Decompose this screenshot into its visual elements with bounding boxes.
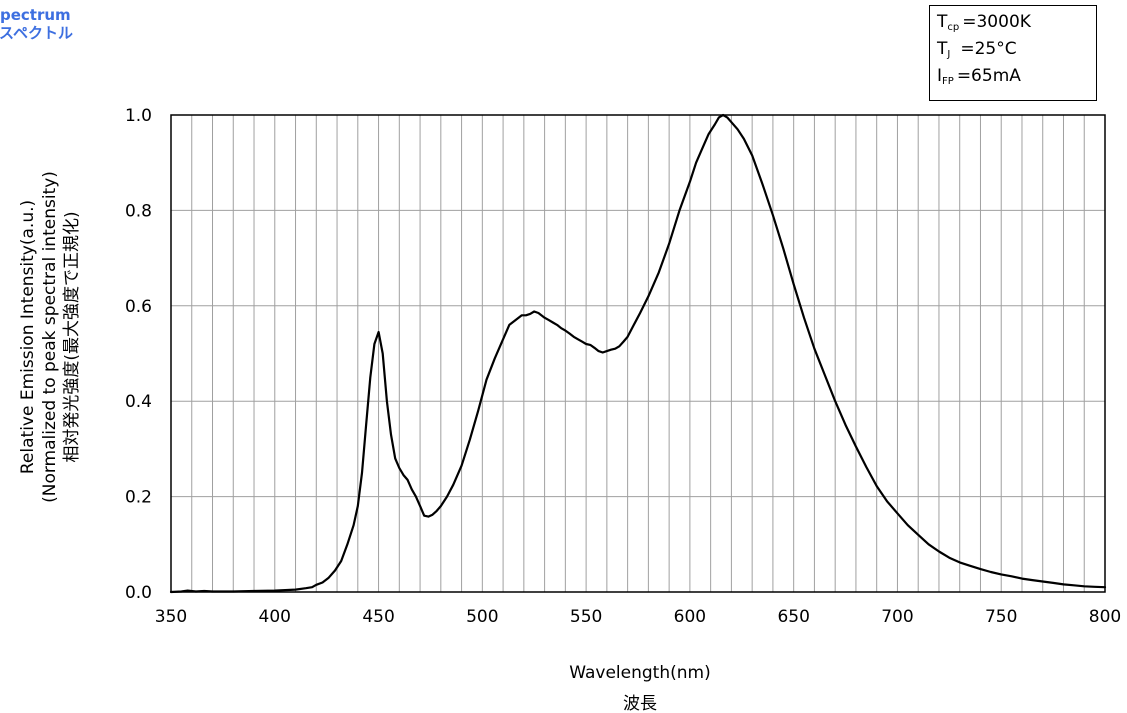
heading-line-1: pectrum <box>0 6 71 24</box>
test-conditions-box: Tcp =3000K TJ =25°C IFP =65mA <box>929 5 1097 101</box>
condition-fp: IFP =65mA <box>937 66 1021 87</box>
condition-value: =25°C <box>960 39 1017 59</box>
plot-frame <box>170 114 1106 593</box>
x-tick-label: 450 <box>362 607 394 627</box>
x-tick-label: 600 <box>674 607 706 627</box>
y-tick-label: 0.8 <box>125 201 152 221</box>
condition-subscript: cp <box>947 22 960 33</box>
x-tick-label: 400 <box>259 607 291 627</box>
y-tick-label: 0.4 <box>125 392 152 412</box>
condition-symbol: I <box>937 66 943 86</box>
condition-subscript: FP <box>942 76 954 87</box>
condition-j: TJ =25°C <box>937 39 1017 60</box>
condition-value: =3000K <box>962 12 1031 32</box>
x-tick-label: 700 <box>881 607 913 627</box>
x-tick-label: 750 <box>985 607 1017 627</box>
condition-symbol: T <box>937 39 948 59</box>
y-tick-label: 0.6 <box>125 297 152 317</box>
y-tick-label: 0.0 <box>125 583 152 603</box>
x-tick-label: 350 <box>155 607 187 627</box>
condition-symbol: T <box>937 12 948 32</box>
x-axis-title: Wavelength(nm) <box>569 663 710 683</box>
x-tick-label: 650 <box>777 607 809 627</box>
heading-line-2: 光スペクトル <box>0 24 73 42</box>
x-tick-label: 500 <box>466 607 498 627</box>
y-tick-label: 0.2 <box>125 488 152 508</box>
series-layer <box>169 113 1107 594</box>
condition-value: =65mA <box>956 66 1021 86</box>
grid-layer <box>171 115 1105 592</box>
y-axis-title-line-1: Relative Emission Intensity(a.u.) <box>18 200 38 474</box>
y-axis-title-line-3: 相対発光強度(最大強度で正規化) <box>62 211 82 462</box>
condition-subscript: J <box>947 49 951 60</box>
x-axis-title-ja: 波長 <box>623 694 657 713</box>
condition-cp: Tcp =3000K <box>937 12 1031 33</box>
y-axis-title-line-2: (Normalized to peak spectral intensity) <box>40 171 60 503</box>
spectrum-line <box>169 113 1107 594</box>
x-tick-labels: 350 400 450 500 550 600 650 700 750 800 <box>155 607 1121 627</box>
chart-heading: pectrum 光スペクトル <box>0 6 73 42</box>
x-tick-label: 800 <box>1089 607 1121 627</box>
y-tick-label: 1.0 <box>125 106 152 126</box>
y-axis-title: Relative Emission Intensity(a.u.) (Norma… <box>18 171 82 503</box>
x-tick-label: 550 <box>570 607 602 627</box>
y-tick-labels: 0.0 0.2 0.4 0.6 0.8 1.0 <box>125 106 152 603</box>
